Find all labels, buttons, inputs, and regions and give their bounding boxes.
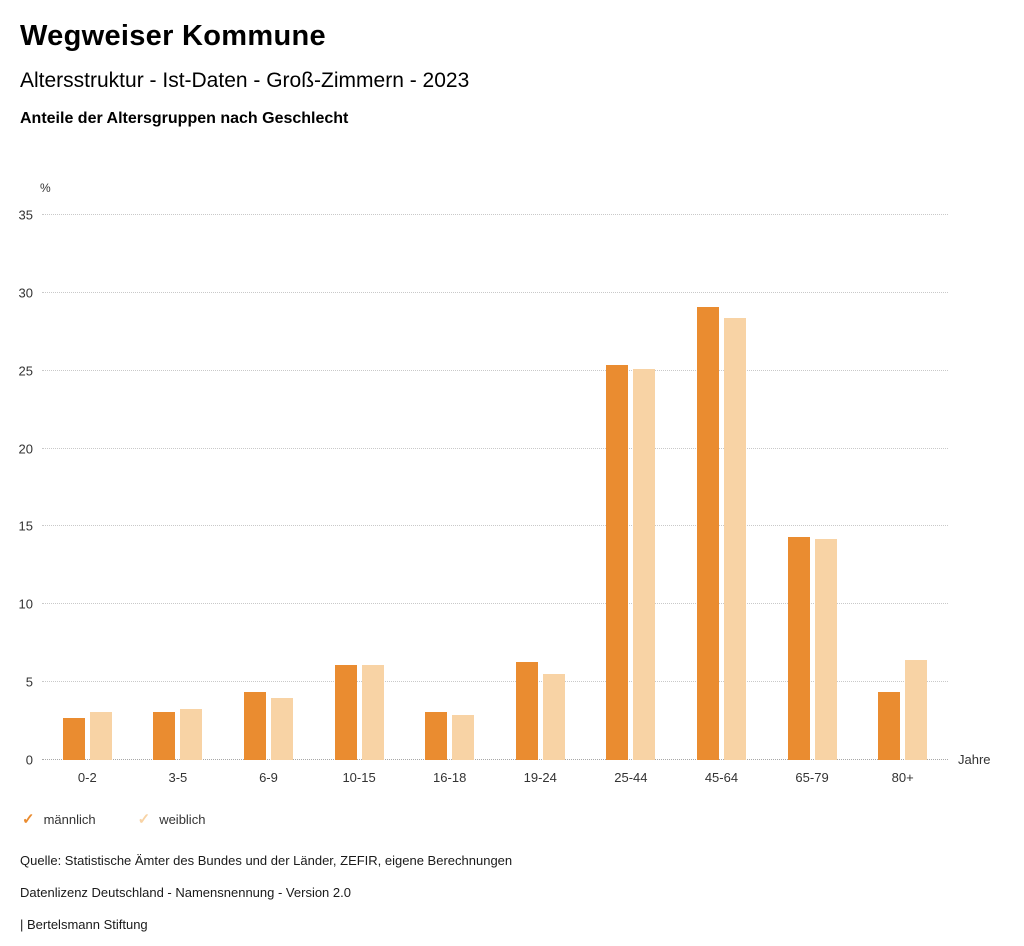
- y-tick-label: 0: [25, 752, 33, 768]
- bar-group: 25-44: [586, 215, 677, 785]
- x-tick-label: 6-9: [259, 770, 278, 785]
- bar-weiblich: [723, 317, 746, 760]
- gridline: [42, 681, 948, 683]
- y-tick-label: 5: [25, 674, 33, 690]
- bar-weiblich: [270, 697, 293, 760]
- plot-area: % Jahre 0 5 10 15 20 25 30 35 0-2 3-5 6-9 10-15 16-1…: [19, 181, 991, 785]
- bar-weiblich: [89, 711, 112, 760]
- x-tick-label: 10-15: [342, 770, 376, 785]
- gridline: [42, 369, 948, 371]
- footer-license: Datenlizenz Deutschland - Namensnennung …: [20, 885, 351, 900]
- footer: Quelle: Statistische Ämter des Bundes un…: [20, 853, 1004, 932]
- y-tick-label: 30: [18, 285, 33, 301]
- bar-group: 45-64: [676, 215, 767, 785]
- x-tick-label: 3-5: [168, 770, 188, 785]
- bar-weiblich: [180, 708, 203, 760]
- chart-heading: Anteile der Altersgruppen nach Geschlech…: [20, 110, 349, 127]
- x-tick-label: 25-44: [614, 770, 648, 785]
- y-tick-label: 35: [18, 207, 33, 223]
- page-subtitle: Altersstruktur - Ist-Daten - Groß-Zimmer…: [20, 69, 470, 92]
- gridline: [42, 214, 948, 215]
- legend: ✓ männlich ✓ weiblich: [22, 812, 1004, 827]
- bar-maennlich: [62, 717, 85, 760]
- x-tick-label: 65-79: [795, 770, 829, 785]
- chart: % Jahre 0 5 10 15 20 25 30 35 0-2 3-5 6-9 10-15 16-1…: [19, 181, 1004, 785]
- bar-maennlich: [515, 661, 538, 760]
- bar-maennlich: [243, 691, 266, 760]
- gridline: [42, 447, 948, 449]
- gridline: [42, 525, 948, 527]
- check-icon: ✓: [137, 811, 151, 828]
- bar-maennlich: [878, 691, 901, 760]
- y-tick-label: 10: [18, 596, 33, 612]
- y-tick-label: 25: [18, 363, 33, 379]
- y-axis-unit-label: %: [40, 181, 51, 195]
- bar-group: 19-24: [495, 215, 586, 785]
- legend-item-weiblich[interactable]: ✓ weiblich: [138, 812, 206, 827]
- check-icon: ✓: [22, 811, 35, 828]
- page-title: Wegweiser Kommune: [20, 20, 326, 52]
- bar-groups: 0-2 3-5 6-9 10-15 16-18 19-24 25-44 45-64 65-79 8…: [42, 215, 948, 785]
- footer-attribution: | Bertelsmann Stiftung: [20, 917, 148, 932]
- bar-group: 80+: [857, 215, 948, 785]
- legend-label: männlich: [43, 812, 96, 827]
- x-tick-label: 0-2: [77, 770, 97, 785]
- x-axis-unit-label: Jahre: [958, 752, 991, 767]
- bar-group: 10-15: [314, 215, 405, 785]
- legend-label: weiblich: [159, 812, 206, 827]
- bar-maennlich: [425, 711, 448, 760]
- legend-item-maennlich[interactable]: ✓ männlich: [22, 812, 96, 827]
- bar-weiblich: [633, 369, 656, 760]
- bar-weiblich: [542, 674, 565, 760]
- bar-maennlich: [696, 306, 719, 760]
- bar-maennlich: [153, 711, 176, 760]
- bar-maennlich: [787, 537, 810, 760]
- x-tick-label: 19-24: [523, 770, 557, 785]
- x-tick-label: 45-64: [704, 770, 739, 785]
- x-tick-label: 80+: [891, 770, 914, 785]
- bar-group: 65-79: [767, 215, 858, 785]
- footer-source: Quelle: Statistische Ämter des Bundes un…: [20, 853, 513, 868]
- bar-weiblich: [452, 714, 475, 760]
- gridline: [42, 603, 948, 605]
- bar-group: 0-2: [42, 215, 133, 785]
- gridline: [42, 291, 948, 293]
- bar-maennlich: [606, 364, 629, 760]
- bar-group: 6-9: [223, 215, 314, 785]
- bar-weiblich: [814, 538, 837, 760]
- x-axis-baseline: [42, 759, 948, 760]
- bar-group: 3-5: [133, 215, 224, 785]
- bar-maennlich: [334, 665, 357, 760]
- bar-group: 16-18: [404, 215, 495, 785]
- y-tick-label: 15: [18, 518, 33, 534]
- y-tick-label: 20: [18, 441, 33, 457]
- bar-weiblich: [905, 660, 928, 760]
- bar-weiblich: [361, 665, 384, 760]
- x-tick-label: 16-18: [433, 770, 467, 785]
